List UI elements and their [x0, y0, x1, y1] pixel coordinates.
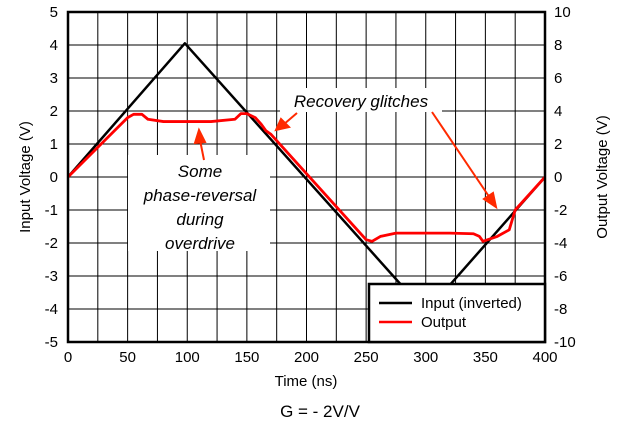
arrow-head	[274, 117, 291, 132]
annotation-line: Some	[178, 162, 222, 181]
annotation-line: during	[176, 210, 224, 229]
x-tick-label: 350	[473, 349, 498, 366]
y2-tick-label: -4	[554, 235, 567, 252]
y-tick-label: 2	[50, 103, 58, 120]
y2-tick-label: -6	[554, 268, 567, 285]
y-tick-label: -1	[45, 202, 58, 219]
legend-label-output: Output	[421, 314, 467, 331]
x-tick-label: 200	[294, 349, 319, 366]
y2-tick-label: 6	[554, 70, 562, 87]
annotations: Some phase-reversal during overdrive Rec…	[128, 88, 498, 253]
y2-tick-label: -2	[554, 202, 567, 219]
x-tick-label: 0	[64, 349, 72, 366]
arrow-head	[482, 191, 498, 210]
x-tick-label: 150	[234, 349, 259, 366]
y2-tick-label: -8	[554, 301, 567, 318]
legend-box	[367, 282, 547, 344]
arrow-head	[193, 127, 207, 145]
y-tick-label: -2	[45, 235, 58, 252]
arrow	[431, 111, 491, 199]
y2-tick-label: -10	[554, 334, 576, 351]
legend: Input (inverted) Output	[367, 282, 547, 344]
y-tick-label: -5	[45, 334, 58, 351]
x-tick-label: 100	[175, 349, 200, 366]
annotation-box	[128, 155, 270, 251]
y2-tick-label: 10	[554, 4, 571, 21]
legend-label-input: Input (inverted)	[421, 295, 522, 312]
y2-axis-label: Output Voltage (V)	[594, 115, 611, 238]
y-tick-label: 0	[50, 169, 58, 186]
y2-tick-label: 4	[554, 103, 562, 120]
x-tick-label: 400	[532, 349, 557, 366]
annotation-box	[280, 88, 442, 112]
y2-tick-label: 2	[554, 136, 562, 153]
y-tick-label: -4	[45, 301, 58, 318]
annotation-recovery: Recovery glitches	[294, 92, 429, 111]
axes: 0 50 100 150 200 250 300 350 400-5-4-3-2-1012345…	[45, 4, 576, 366]
y2-tick-label: 0	[554, 169, 562, 186]
caption: G = - 2V/V	[280, 402, 360, 421]
series-line-output	[67, 112, 547, 243]
y-tick-label: 3	[50, 70, 58, 87]
y-tick-label: -3	[45, 268, 58, 285]
annotation-line: phase-reversal	[143, 186, 258, 205]
y-tick-label: 1	[50, 136, 58, 153]
x-tick-label: 300	[413, 349, 438, 366]
y-axis-label: Input Voltage (V)	[17, 121, 34, 233]
y2-tick-label: 8	[554, 37, 562, 54]
x-axis-label: Time (ns)	[275, 373, 338, 390]
y-tick-label: 5	[50, 4, 58, 21]
y-tick-label: 4	[50, 37, 58, 54]
plot-frame	[66, 10, 547, 344]
x-tick-label: 50	[119, 349, 136, 366]
x-tick-label: 250	[354, 349, 379, 366]
series-line-input	[67, 42, 546, 314]
series	[67, 42, 547, 314]
annotation-line: overdrive	[165, 234, 235, 253]
